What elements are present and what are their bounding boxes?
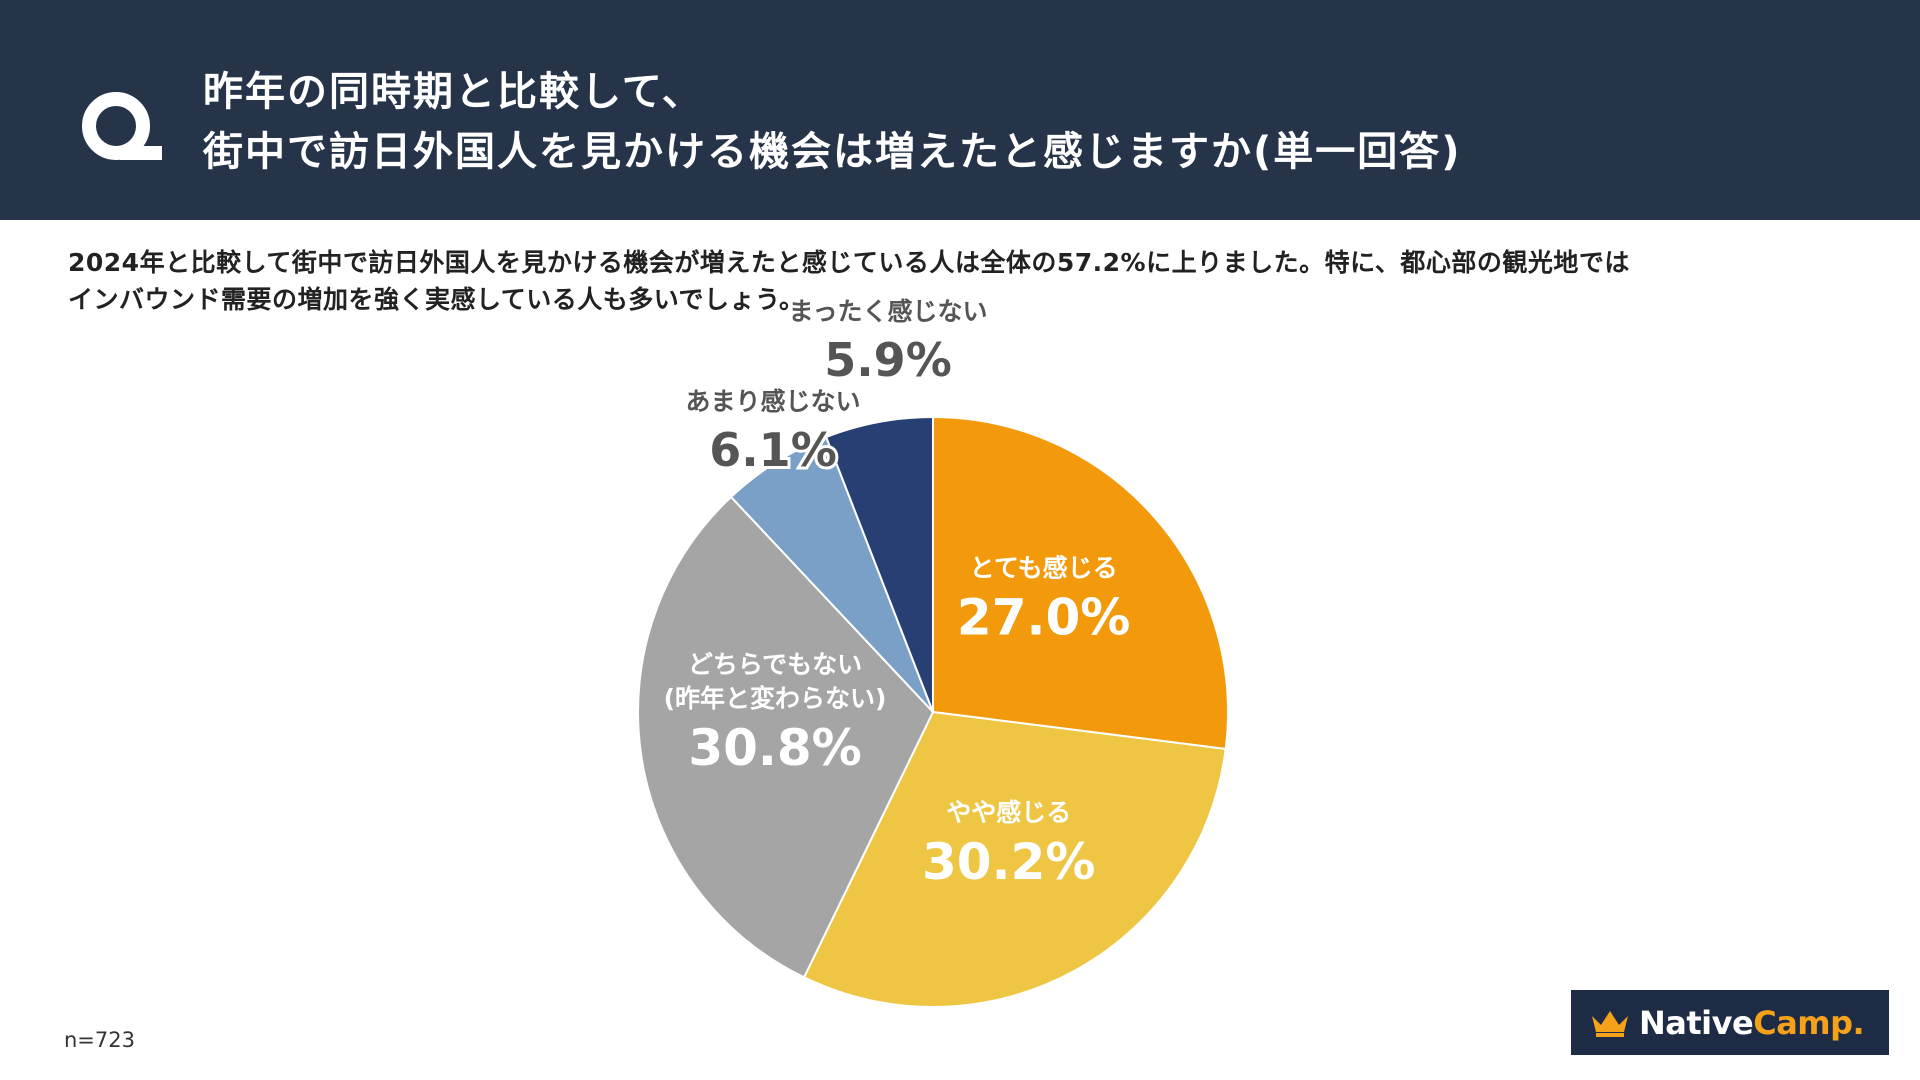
crown-icon [1592, 1011, 1628, 1037]
slice-value-4: 6.1% [709, 423, 837, 477]
question-line-2: 街中で訪日外国人を見かける機会は増えたと感じますか(単一回答) [203, 129, 1462, 175]
logo-accent: Camp. [1753, 1004, 1865, 1042]
slice-label-3: どちらでもない [688, 650, 862, 679]
slice-label-3-sub: (昨年と変わらない) [664, 684, 887, 713]
slice-value-1: 27.0% [957, 588, 1130, 646]
question-title: 昨年の同時期と比較して、 街中で訪日外国人を見かける機会は増えたと感じますか(単… [203, 62, 1462, 182]
slice-label-4: あまり感じない [685, 387, 860, 416]
question-line-1: 昨年の同時期と比較して、 [203, 69, 704, 115]
q-icon [82, 92, 162, 160]
slice-label-5: まったく感じない [788, 297, 987, 326]
logo-text: NativeCamp. [1639, 1004, 1865, 1042]
pie-slice-3 [637, 495, 935, 979]
slice-label-2: やや感じる [946, 798, 1071, 827]
pie-slice-2 [802, 710, 1227, 1008]
description-line-2: インバウンド需要の増加を強く実感している人も多いでしょう。 [68, 285, 805, 314]
slice-value-3: 30.8% [688, 719, 861, 777]
logo-brand: Native [1639, 1004, 1754, 1042]
pie-slice-1 [932, 415, 1229, 751]
sample-size: n=723 [64, 1028, 135, 1052]
slice-value-5: 5.9% [824, 333, 952, 387]
slice-label-1: とても感じる [970, 553, 1118, 582]
question-header: 昨年の同時期と比較して、 街中で訪日外国人を見かける機会は増えたと感じますか(単… [0, 0, 1920, 220]
nativecamp-logo: NativeCamp. [1571, 990, 1889, 1055]
pie-slice-5 [824, 415, 934, 713]
slice-value-2: 30.2% [922, 833, 1095, 891]
description: 2024年と比較して街中で訪日外国人を見かける機会が増えたと感じている人は全体の… [68, 244, 1868, 318]
description-line-1: 2024年と比較して街中で訪日外国人を見かける機会が増えたと感じている人は全体の… [68, 248, 1630, 277]
